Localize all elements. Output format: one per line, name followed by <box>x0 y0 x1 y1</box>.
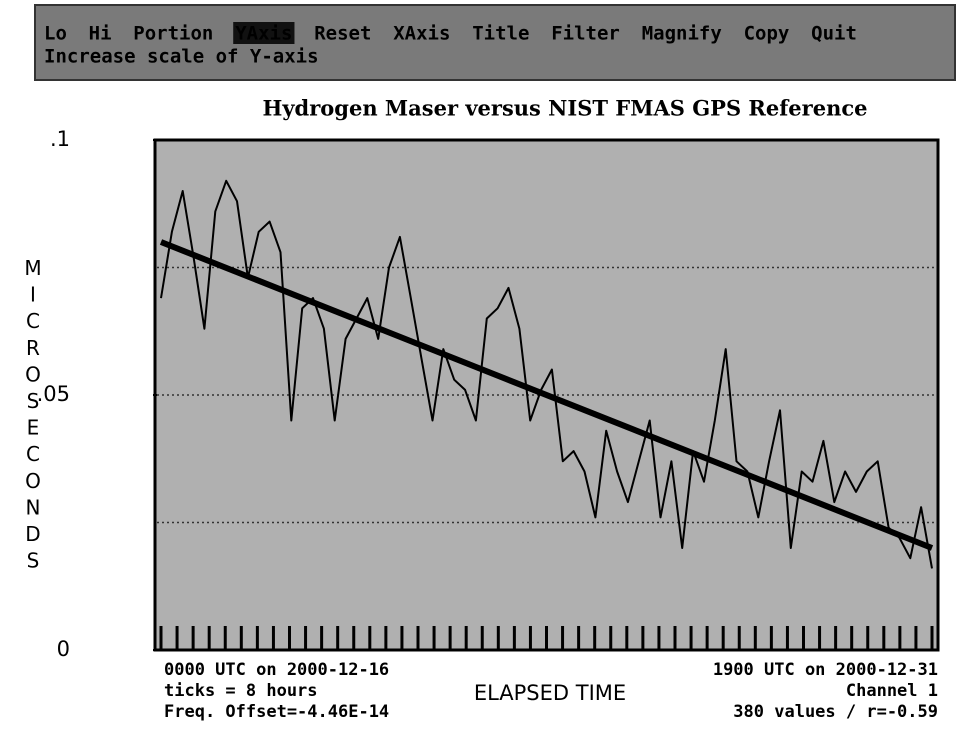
footer-left: ticks = 8 hours <box>164 681 318 701</box>
footer-left: 0000 UTC on 2000-12-16 <box>164 660 389 680</box>
footer-right: Channel 1 <box>846 681 938 701</box>
footer-right: 380 values / r=-0.59 <box>733 702 938 722</box>
menu-item[interactable]: YAxis <box>235 23 292 45</box>
menu-item[interactable]: Reset <box>314 23 371 45</box>
footer-left: Freq. Offset=-4.46E-14 <box>164 702 389 722</box>
menu-bar <box>34 4 956 81</box>
y-tick-label: .05 <box>37 382 70 406</box>
menu-item[interactable]: Quit <box>811 23 857 45</box>
y-tick-label: 0 <box>57 637 70 661</box>
trend-line <box>159 239 934 551</box>
menu-item[interactable]: Portion <box>133 23 213 45</box>
menu-highlight <box>233 22 295 44</box>
menu-hint: Increase scale of Y-axis <box>44 46 319 68</box>
menu-item[interactable]: XAxis <box>393 23 450 45</box>
menu-item[interactable]: Filter <box>551 23 620 45</box>
menu-item[interactable]: Magnify <box>642 23 722 45</box>
y-axis-label: MICROSECONDS <box>21 256 45 575</box>
data-line <box>160 179 933 569</box>
menu-item[interactable]: Lo <box>44 23 67 45</box>
menu-item[interactable]: Copy <box>744 23 790 45</box>
x-axis-label: ELAPSED TIME <box>474 681 626 705</box>
chart-title: Hydrogen Maser versus NIST FMAS GPS Refe… <box>263 96 868 121</box>
y-tick-label: .1 <box>50 127 70 151</box>
footer-right: 1900 UTC on 2000-12-31 <box>713 660 938 680</box>
menu-item[interactable]: Title <box>472 23 529 45</box>
menu-item[interactable]: Hi <box>89 23 112 45</box>
